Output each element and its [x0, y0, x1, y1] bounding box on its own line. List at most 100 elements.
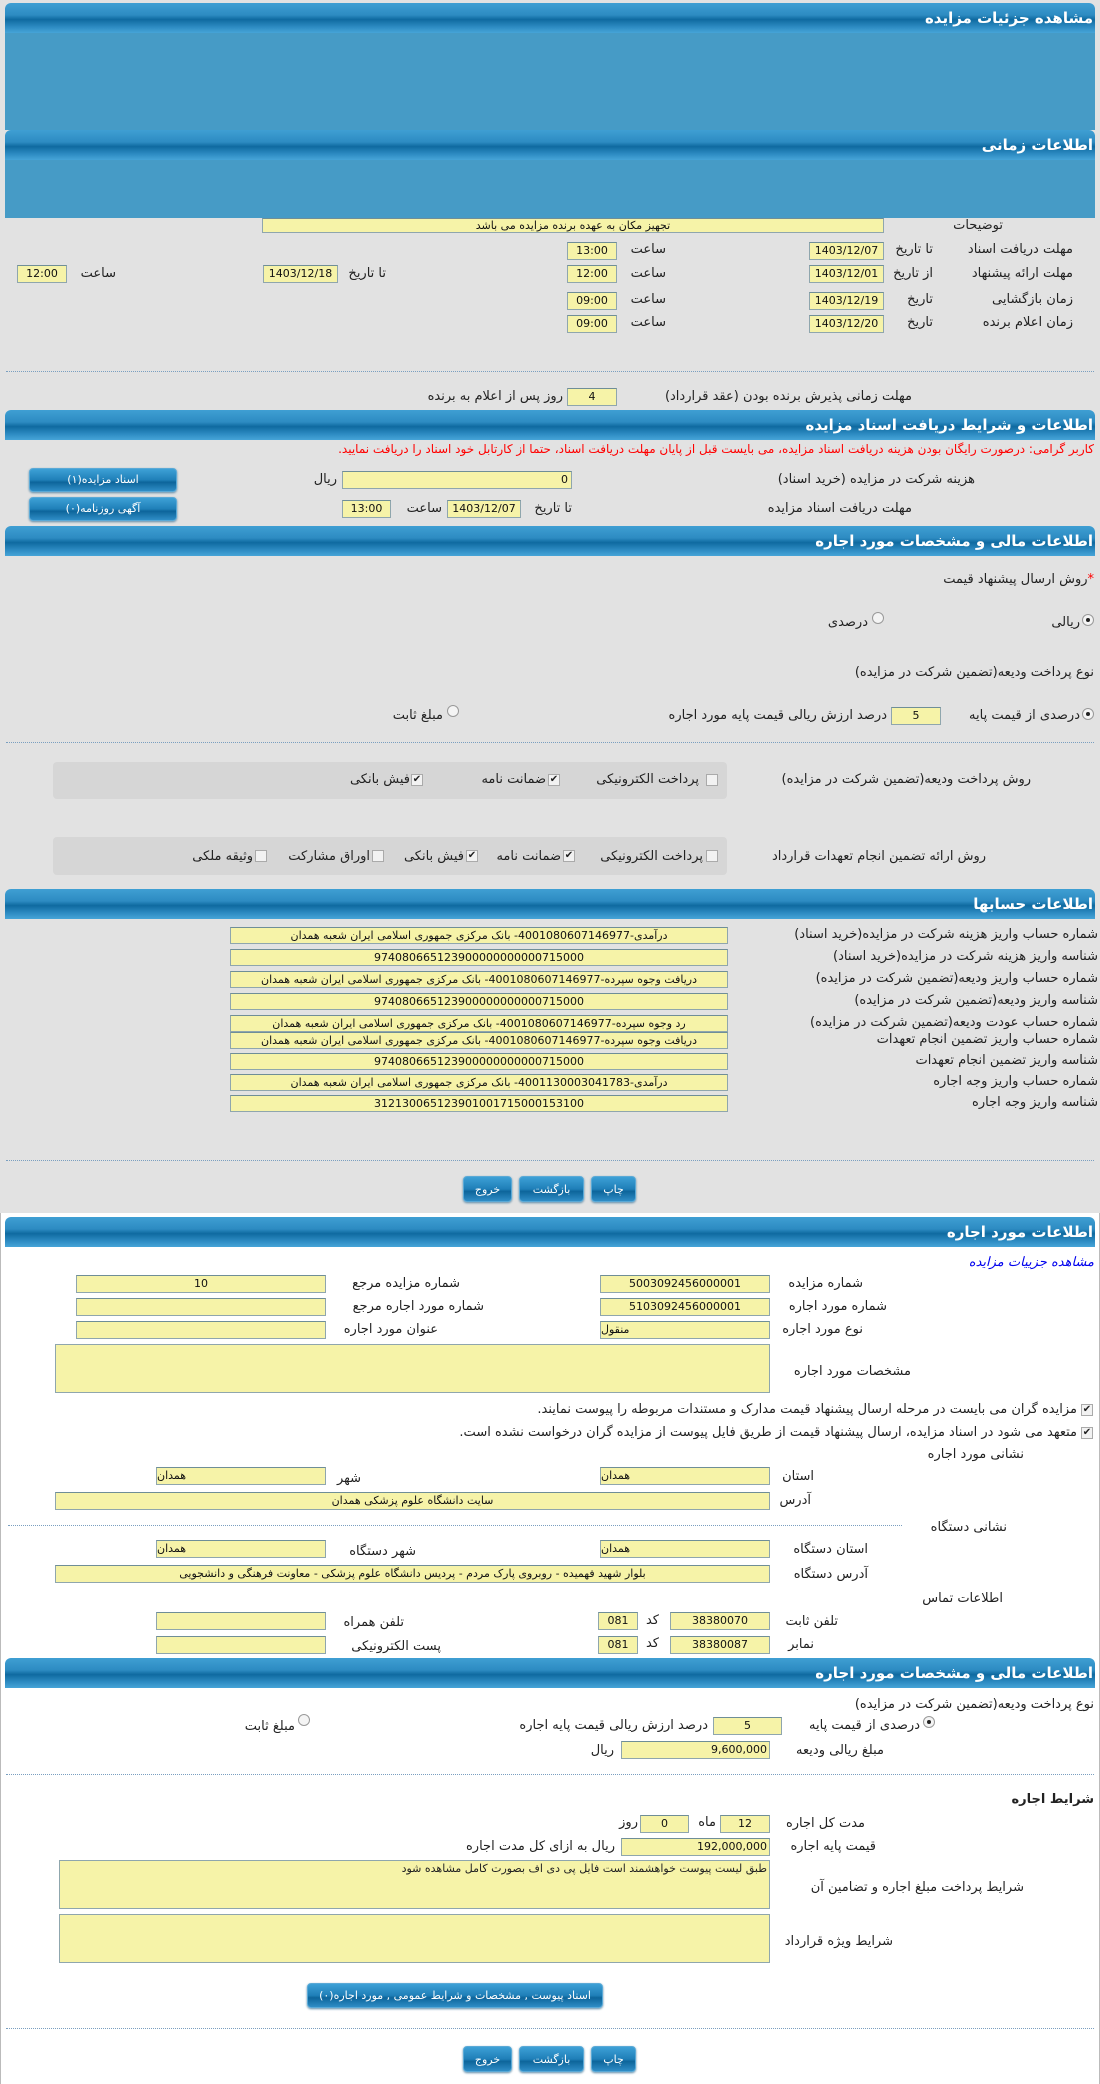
print-button[interactable]: چاپ [591, 1176, 636, 1202]
fixed-amount-radio[interactable] [447, 705, 459, 717]
back-button[interactable]: بازگشت [519, 1176, 584, 1202]
no-attachment-commit-checkbox[interactable]: ✔ [1081, 1427, 1093, 1439]
hour-label: ساعت [406, 501, 442, 516]
account-value-field[interactable]: درآمدی-4001130003041783- بانک مرکزی جمهو… [230, 1074, 728, 1091]
attachments-button[interactable]: اسناد پیوست , مشخصات و شرایط عمومی , مور… [307, 1983, 603, 2008]
offer-from-time[interactable]: 12:00 [567, 265, 617, 283]
deposit-amount-label: مبلغ ریالی ودیعه [796, 1743, 884, 1758]
fax-field[interactable]: 38380087 [670, 1636, 770, 1654]
contract-days-field[interactable]: 4 [567, 388, 617, 406]
account-label: شناسه واریز ودیعه(تضمین شرکت در مزایده) [854, 993, 1098, 1008]
fax-code-field[interactable]: 081 [598, 1636, 638, 1654]
rial-radio[interactable] [1082, 614, 1094, 626]
auction-docs-button[interactable]: اسناد مزایده(۱) [29, 468, 177, 492]
deposit-method-label: روش پرداخت ودیعه(تضمین شرکت در مزایده) [781, 772, 1031, 787]
deposit-bank-receipt-checkbox[interactable]: ✔ [411, 774, 423, 786]
auction-number-field[interactable]: 5003092456000001 [600, 1275, 770, 1293]
guarantee-electronic-checkbox[interactable] [706, 850, 718, 862]
months-field[interactable]: 12 [720, 1815, 770, 1833]
deposit-amount-field[interactable]: 9,600,000 [621, 1741, 770, 1759]
phone-field[interactable]: 38380070 [670, 1612, 770, 1630]
email-field[interactable] [156, 1636, 326, 1654]
day-unit: روز [619, 1815, 638, 1830]
opening-date[interactable]: 1403/12/19 [809, 292, 884, 310]
account-value-field[interactable]: دریافت وجوه سپرده-4001080607146977- بانک… [230, 971, 728, 988]
account-value-field[interactable]: 974080665123900000000000715000 [230, 1053, 728, 1070]
hour-label: ساعت [630, 315, 666, 330]
divider [6, 2028, 1094, 2029]
guarantee-letter-checkbox[interactable]: ✔ [563, 850, 575, 862]
lease-fixed-radio[interactable] [298, 1714, 310, 1726]
docs-deadline-label: مهلت دریافت اسناد مزایده [767, 501, 912, 516]
org-address-field[interactable]: بلوار شهید فهمیده - روبروی پارک مردم - پ… [55, 1565, 770, 1583]
payment-terms-field[interactable]: طبق لیست پیوست خواهشمند است فایل پی دی ا… [59, 1860, 770, 1909]
lease-fixed-label: مبلغ ثابت [244, 1719, 295, 1734]
percent-option-label: درصدی [827, 615, 868, 630]
doc-deadline-time[interactable]: 13:00 [567, 242, 617, 260]
deposit-electronic-checkbox[interactable] [706, 774, 718, 786]
lease-percent-field[interactable]: 5 [713, 1717, 782, 1735]
org-province-field[interactable]: همدان [600, 1540, 770, 1558]
newspaper-ad-button[interactable]: آگهی روزنامه(۰) [29, 497, 177, 521]
back-button-bottom[interactable]: بازگشت [519, 2046, 584, 2072]
print-button-bottom[interactable]: چاپ [591, 2046, 636, 2072]
doc-deadline-date[interactable]: 1403/12/07 [809, 242, 884, 260]
account-label: شماره حساب واریز تضمین انجام تعهدات [876, 1032, 1098, 1047]
percent-of-base-radio[interactable] [1082, 708, 1094, 720]
account-value-field[interactable]: 312130065123901001715000153100 [230, 1095, 728, 1112]
mobile-field[interactable] [156, 1612, 326, 1630]
lease-percent-radio[interactable] [923, 1716, 935, 1728]
docs-deadline-date[interactable]: 1403/12/07 [447, 500, 521, 518]
item-specs-field[interactable] [55, 1344, 770, 1393]
deposit-bank-receipt-label: فیش بانکی [349, 772, 410, 787]
auction-details-link[interactable]: مشاهده جزییات مزایده [968, 1255, 1094, 1270]
item-title-label: عنوان مورد اجاره [343, 1322, 438, 1337]
org-address-label: آدرس دستگاه [793, 1567, 868, 1582]
required-mark: * [1087, 572, 1095, 587]
special-terms-field[interactable] [59, 1914, 770, 1963]
item-number-field[interactable]: 5103092456000001 [600, 1298, 770, 1316]
base-price-field[interactable]: 192,000,000 [621, 1838, 770, 1856]
item-type-field[interactable]: منقول [600, 1321, 770, 1339]
percent-field[interactable]: 5 [891, 707, 941, 725]
account-value-field[interactable]: درآمدی-4001080607146977- بانک مرکزی جمهو… [230, 927, 728, 944]
divider [6, 371, 1094, 372]
org-city-field[interactable]: همدان [156, 1540, 326, 1558]
exit-button-bottom[interactable]: خروج [463, 2046, 512, 2072]
account-value-field[interactable]: رد وجوه سپرده-4001080607146977- بانک مرک… [230, 1015, 728, 1032]
org-address-title: نشانی دستگاه [930, 1520, 1007, 1535]
fee-field[interactable]: 0 [342, 471, 572, 489]
account-value-field[interactable]: 974080665123900000000000715000 [230, 993, 728, 1010]
attachments-required-checkbox[interactable]: ✔ [1081, 1404, 1093, 1416]
winner-date[interactable]: 1403/12/20 [809, 315, 884, 333]
guarantee-bonds-checkbox[interactable] [372, 850, 384, 862]
time-info-blue-area [5, 160, 1095, 218]
offer-to-time[interactable]: 12:00 [17, 265, 67, 283]
days-field[interactable]: 0 [640, 1815, 689, 1833]
guarantee-property-checkbox[interactable] [255, 850, 267, 862]
item-title-field[interactable] [76, 1321, 326, 1339]
percent-radio[interactable] [872, 612, 884, 624]
docs-deadline-time[interactable]: 13:00 [342, 500, 391, 518]
lease-address-title: نشانی مورد اجاره [927, 1447, 1024, 1462]
lease-percent-label: درصدی از قیمت پایه [809, 1718, 920, 1733]
guarantee-bank-receipt-checkbox[interactable]: ✔ [466, 850, 478, 862]
account-value-field[interactable]: دریافت وجوه سپرده-4001080607146977- بانک… [230, 1032, 728, 1049]
offer-from-date[interactable]: 1403/12/01 [809, 265, 884, 283]
opening-time[interactable]: 09:00 [567, 292, 617, 310]
ref-item-field[interactable] [76, 1298, 326, 1316]
hour-label: ساعت [630, 242, 666, 257]
address-field[interactable]: سایت دانشگاه علوم پزشکی همدان [55, 1492, 770, 1510]
city-field[interactable]: همدان [156, 1467, 326, 1485]
phone-code-field[interactable]: 081 [598, 1612, 638, 1630]
account-value-field[interactable]: 974080665123900000000000715000 [230, 949, 728, 966]
winner-time[interactable]: 09:00 [567, 315, 617, 333]
org-city-label: شهر دستگاه [349, 1544, 416, 1559]
description-field[interactable]: تجهیز مکان به عهده برنده مزایده می باشد [262, 218, 884, 233]
deposit-guarantee-checkbox[interactable]: ✔ [548, 774, 560, 786]
province-field[interactable]: همدان [600, 1467, 770, 1485]
exit-button[interactable]: خروج [463, 1176, 512, 1202]
offer-to-date[interactable]: 1403/12/18 [263, 265, 338, 283]
ref-auction-field[interactable]: 10 [76, 1275, 326, 1293]
guarantee-method-group: پرداخت الکترونیکی ✔ ضمانت نامه ✔ فیش بان… [53, 837, 727, 875]
